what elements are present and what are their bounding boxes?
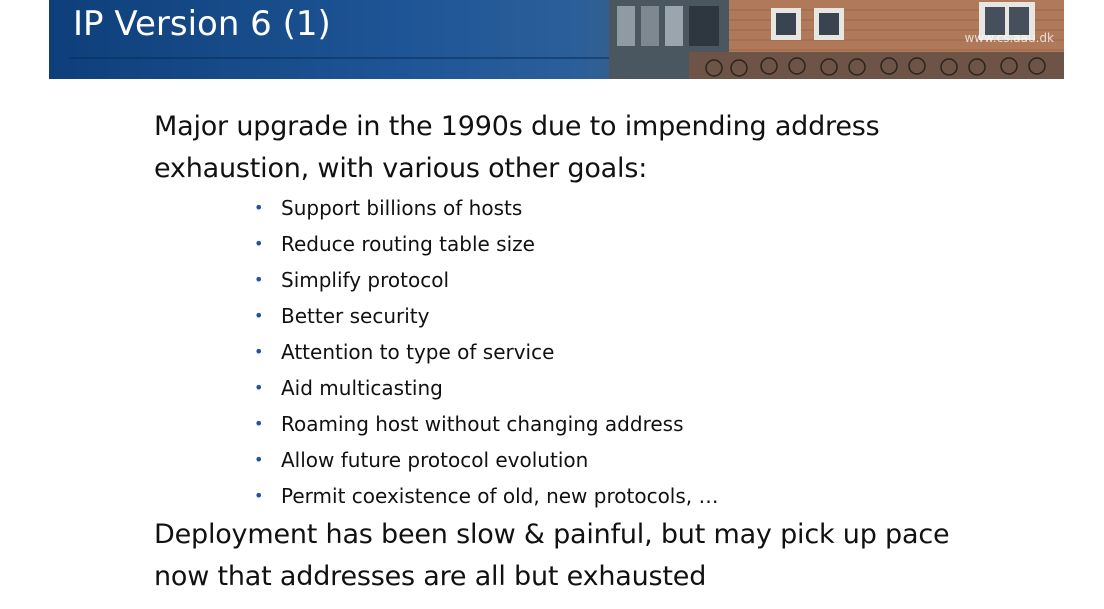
building-photo-image [69,0,1064,79]
list-item-label: Attention to type of service [281,340,555,364]
list-item: • Simplify protocol [254,262,1054,298]
slide-content: Major upgrade in the 1990s due to impend… [154,106,1054,598]
list-item: • Attention to type of service [254,334,1054,370]
list-item-label: Roaming host without changing address [281,412,684,436]
list-item: • Better security [254,298,1054,334]
bullet-icon: • [254,450,264,469]
bullet-icon: • [254,198,264,217]
bullet-icon: • [254,378,264,397]
slide-title: IP Version 6 (1) [73,4,331,44]
list-item: • Permit coexistence of old, new protocol… [254,478,1054,514]
bullet-icon: • [254,234,264,253]
slide-header-banner: IP Version 6 (1) www.cs.aau.dk [49,0,1064,79]
list-item: • Aid multicasting [254,370,1054,406]
list-item-label: Aid multicasting [281,376,443,400]
url-watermark: www.cs.aau.dk [964,31,1054,45]
goals-list: • Support billions of hosts • Reduce routi… [154,190,1054,514]
bullet-icon: • [254,342,264,361]
bullet-icon: • [254,414,264,433]
intro-line-1: Major upgrade in the 1990s due to impend… [154,111,880,142]
closing-line-2: now that addresses are all but exhausted [154,561,707,592]
bullet-icon: • [254,306,264,325]
closing-line-1: Deployment has been slow & painful, but … [154,519,950,550]
bullet-icon: • [254,270,264,289]
bullet-icon: • [254,486,264,505]
list-item-label: Allow future protocol evolution [281,448,589,472]
list-item: • Allow future protocol evolution [254,442,1054,478]
list-item-label: Support billions of hosts [281,196,523,220]
list-item: • Support billions of hosts [254,190,1054,226]
list-item-label: Simplify protocol [281,268,450,292]
list-item-label: Permit coexistence of old, new protocols… [281,484,719,508]
list-item-label: Better security [281,304,430,328]
list-item: • Roaming host without changing address [254,406,1054,442]
list-item-label: Reduce routing table size [281,232,535,256]
intro-line-2: exhaustion, with various other goals: [154,153,648,184]
list-item: • Reduce routing table size [254,226,1054,262]
